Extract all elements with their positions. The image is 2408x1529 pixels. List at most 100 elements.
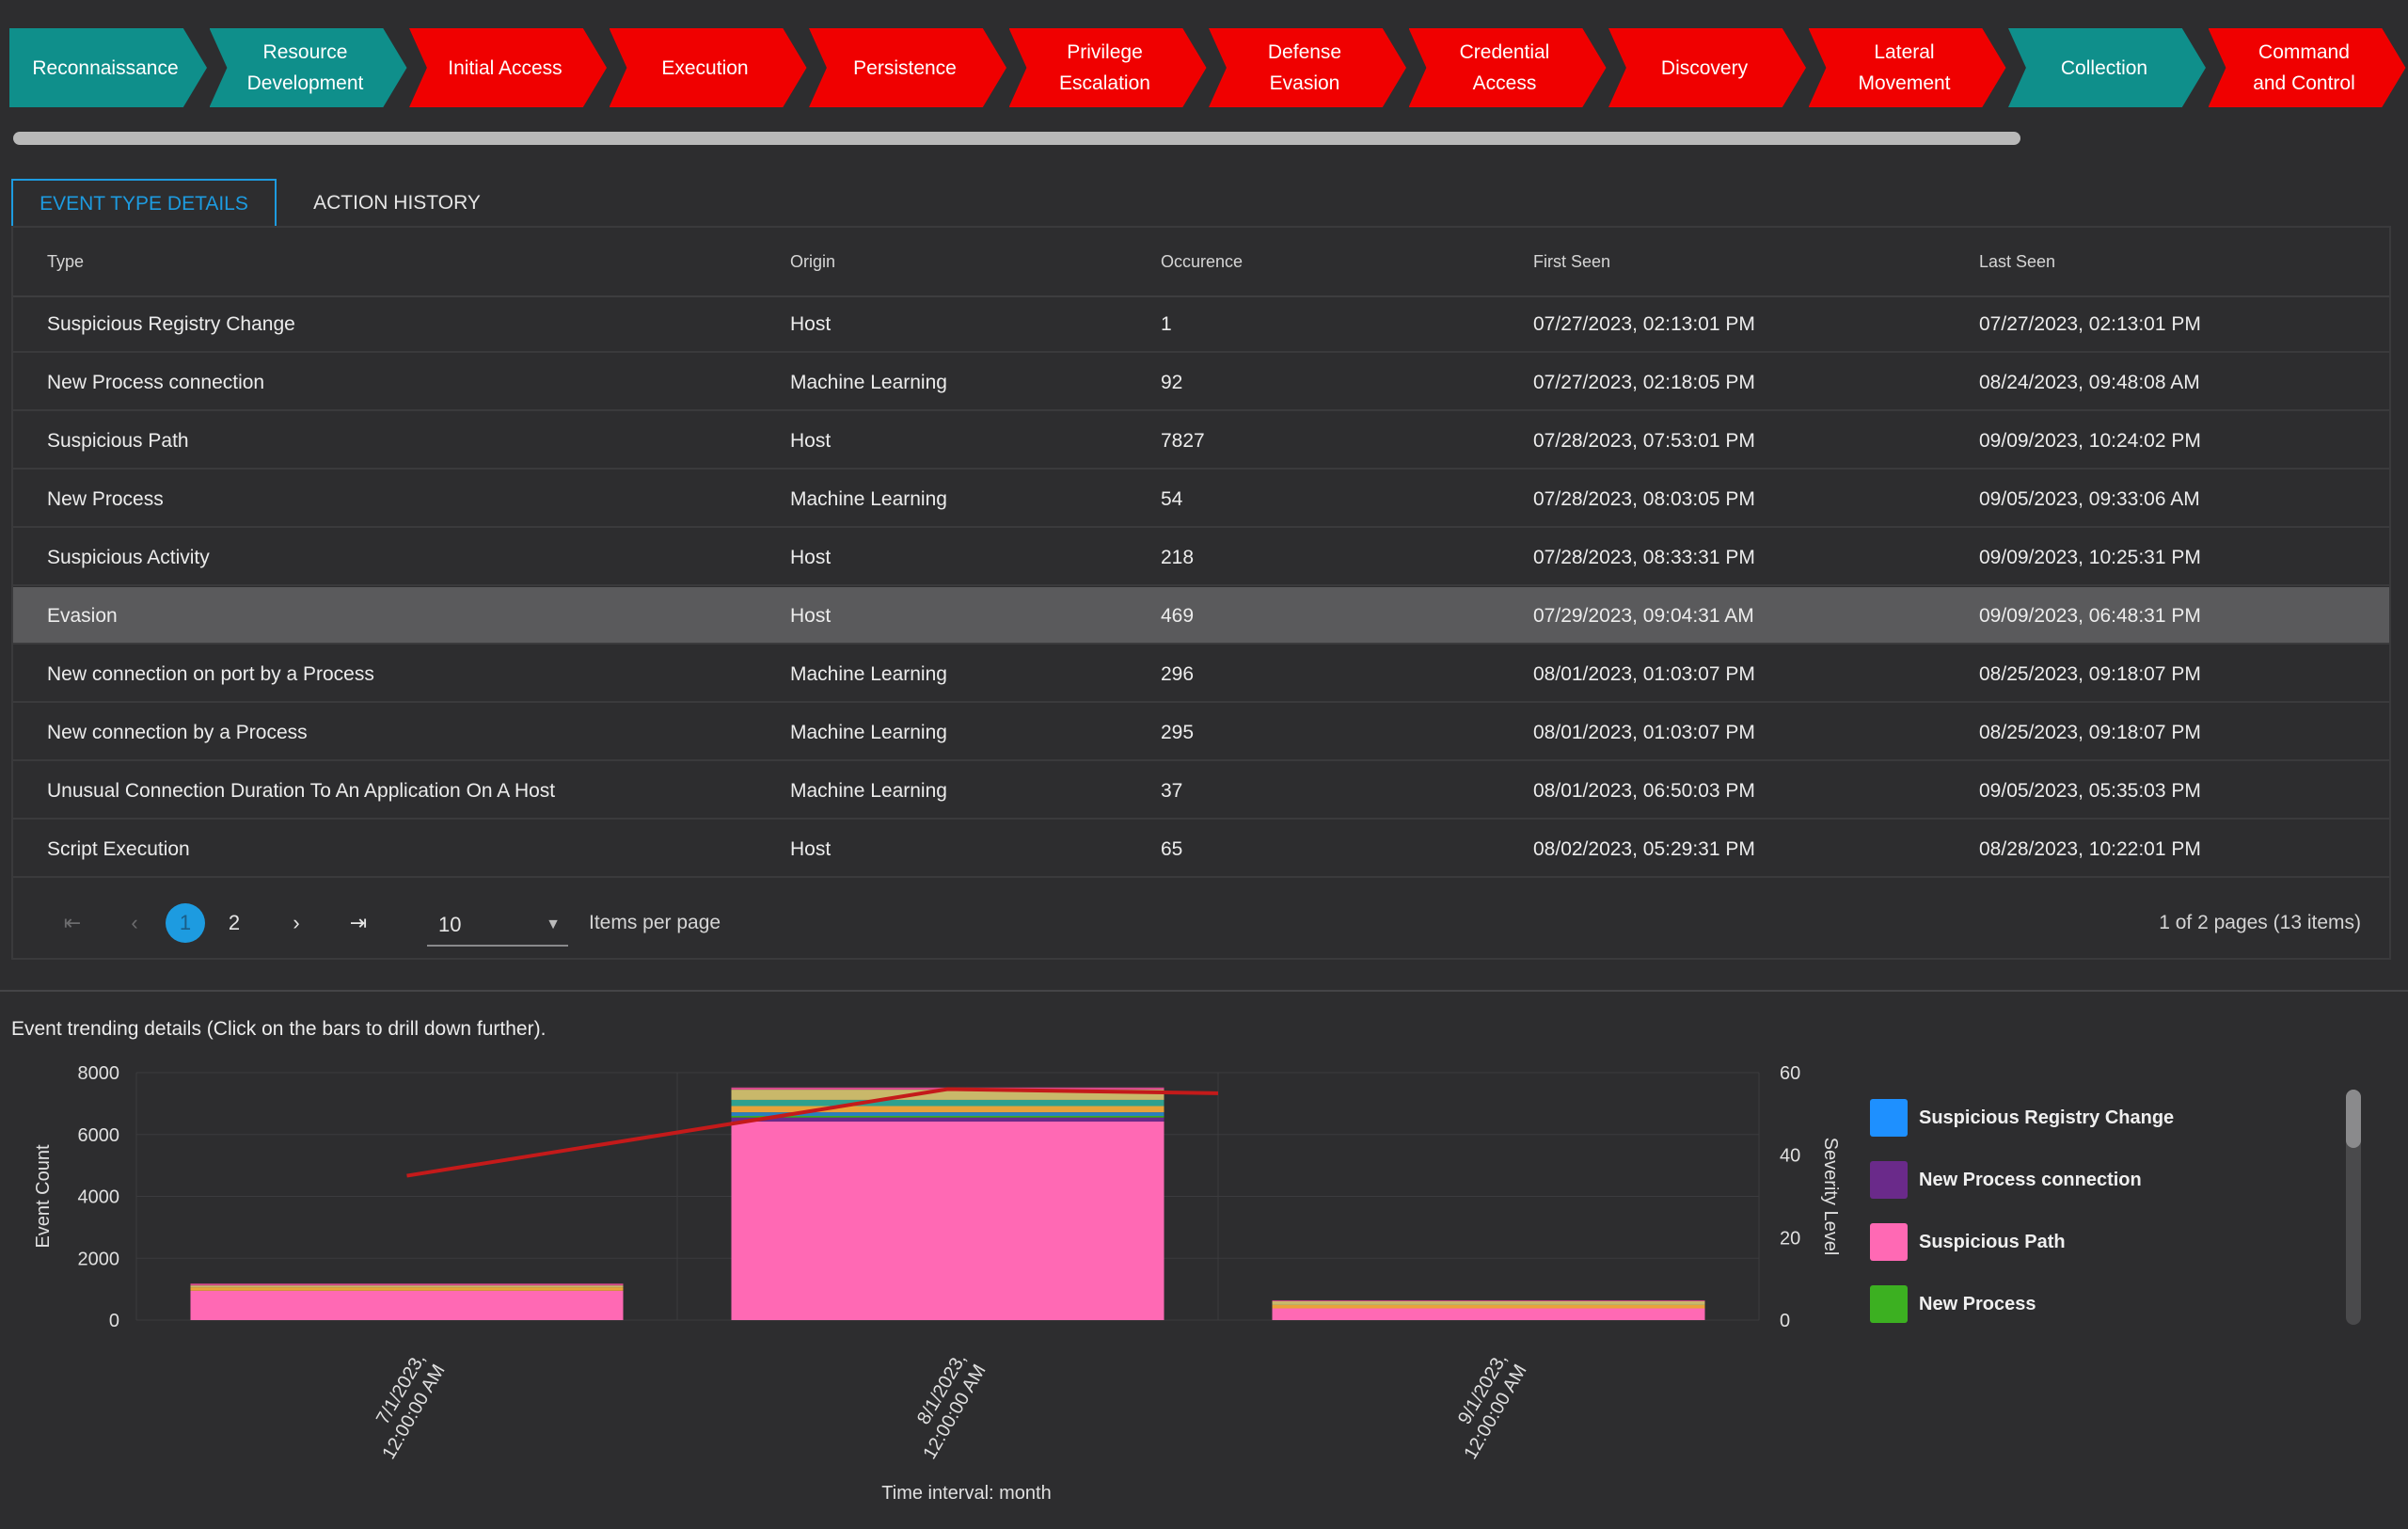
page-1-button[interactable]: 1 [166,903,205,943]
table-row[interactable]: New Process connection Machine Learning 92… [13,354,2389,411]
bar-segment[interactable] [1272,1299,1705,1301]
pagination: ⇤ ‹ 1 2 › ⇥ 10 ▼ Items per page 1 of 2 p… [13,883,2389,960]
header-last-seen[interactable]: Last Seen [1979,252,2056,271]
table-row[interactable]: Unusual Connection Duration To An Applic… [13,762,2389,820]
bar-segment[interactable] [731,1090,1164,1100]
y-tick-label: 8000 [78,1063,120,1084]
bar-segment[interactable] [190,1285,624,1288]
cell-last-seen: 09/05/2023, 09:33:06 AM [1979,488,2200,510]
cell-occurrence: 54 [1161,488,1183,510]
bar-segment[interactable] [190,1283,624,1286]
cell-type: New Process [47,488,164,510]
items-per-page-value: 10 [438,913,462,936]
table-row[interactable]: Suspicious Path Host 7827 07/28/2023, 07:53… [13,412,2389,470]
first-page-icon[interactable]: ⇤ [63,911,82,934]
x-tick-label: 8/1/2023,12:00:00 AM [900,1350,990,1463]
tactic-discovery[interactable]: Discovery [1608,28,1806,107]
severity-line [406,1087,1219,1178]
bar-segment[interactable] [731,1106,1164,1113]
legend-label: Suspicious Path [1919,1232,2066,1252]
table-row[interactable]: New connection by a Process Machine Learn… [13,704,2389,761]
cell-occurrence: 218 [1161,547,1195,568]
tactic-resource-development[interactable]: Resource Development [209,28,407,107]
cell-first-seen: 07/27/2023, 02:18:05 PM [1533,372,1755,393]
tactic-privilege-escalation[interactable]: Privilege Escalation [1008,28,1207,107]
tab-event-type-details[interactable]: EVENT TYPE DETAILS [11,179,277,228]
bar-segment[interactable] [190,1287,624,1291]
tactic-initial-access[interactable]: Initial Access [409,28,607,107]
cell-occurrence: 92 [1161,372,1183,393]
bar-segment[interactable] [731,1099,1164,1107]
cell-type: New connection by a Process [47,722,308,743]
cell-origin: Host [790,313,832,335]
cell-last-seen: 09/09/2023, 06:48:31 PM [1979,605,2201,627]
tactic-persistence[interactable]: Persistence [809,28,1006,107]
y-tick-label: 4000 [78,1187,120,1208]
page-info: 1 of 2 pages (13 items) [2159,912,2361,933]
tactic-lateral-movement[interactable]: Lateral Movement [1808,28,2006,107]
table-row[interactable]: Script Execution Host 65 08/02/2023, 05:29:… [13,820,2389,878]
y2-tick-label: 40 [1780,1146,1800,1167]
y-tick-label: 0 [109,1311,119,1331]
cell-type: Unusual Connection Duration To An Applic… [47,780,556,802]
bar-segment[interactable] [190,1290,624,1320]
bar-segment[interactable] [731,1112,1164,1117]
table-row[interactable]: New Process Machine Learning 54 07/28/2023,… [13,470,2389,528]
table-row[interactable]: Evasion Host 469 07/29/2023, 09:04:31 AM 09/… [13,587,2389,645]
y-tick-label: 2000 [78,1249,120,1269]
cell-first-seen: 08/01/2023, 01:03:07 PM [1533,722,1755,743]
legend-swatch [1870,1099,1908,1137]
cell-origin: Host [790,838,832,860]
cell-origin: Host [790,547,832,568]
x-axis-label: Time interval: month [881,1483,1051,1504]
table-row[interactable]: Suspicious Registry Change Host 1 07/27/202… [13,295,2389,353]
page-2-button[interactable]: 2 [228,911,241,934]
table-row[interactable]: New connection on port by a Process Machi… [13,645,2389,703]
bar-segment[interactable] [731,1117,1164,1122]
table-row[interactable]: Suspicious Activity Host 218 07/28/2023, 08… [13,529,2389,586]
last-page-icon[interactable]: ⇥ [349,911,368,934]
header-origin[interactable]: Origin [790,252,836,271]
x-tick-label: 9/1/2023,12:00:00 AM [1441,1350,1531,1463]
tab-action-history[interactable]: ACTION HISTORY [313,192,481,214]
cell-last-seen: 09/09/2023, 10:24:02 PM [1979,430,2201,452]
legend-swatch [1870,1285,1908,1323]
cell-first-seen: 08/01/2023, 01:03:07 PM [1533,663,1755,685]
legend-label: Suspicious Registry Change [1919,1107,2175,1128]
y2-axis-label: Severity Level [1820,1138,1841,1256]
bar-segment[interactable] [1272,1300,1705,1305]
legend-label: New Process [1919,1294,2036,1314]
header-type[interactable]: Type [47,252,85,271]
cell-type: Evasion [47,605,118,627]
legend-item[interactable]: Suspicious Path [1870,1216,2340,1278]
tactic-credential-access[interactable]: Credential Access [1408,28,1607,107]
cell-first-seen: 08/02/2023, 05:29:31 PM [1533,838,1755,860]
tactic-execution[interactable]: Execution [609,28,807,107]
bar-segment[interactable] [1272,1304,1705,1309]
cell-first-seen: 07/28/2023, 08:03:05 PM [1533,488,1755,510]
legend-item[interactable]: New Process [1870,1278,2340,1340]
legend-swatch [1870,1223,1908,1261]
cell-last-seen: 09/09/2023, 10:25:31 PM [1979,547,2201,568]
legend-item[interactable]: Suspicious Registry Change [1870,1091,2340,1154]
legend-label: New Process connection [1919,1170,2142,1190]
header-occurrence[interactable]: Occurence [1161,252,1244,271]
cell-first-seen: 07/28/2023, 07:53:01 PM [1533,430,1755,452]
bar-segment[interactable] [1272,1308,1705,1320]
legend-item[interactable]: New Process connection [1870,1154,2340,1216]
legend-scrollbar[interactable] [2346,1090,2361,1325]
next-page-icon[interactable]: › [293,911,300,934]
tactic-collection[interactable]: Collection [2008,28,2206,107]
legend-scroll-thumb[interactable] [2346,1090,2361,1148]
tactic-reconnaissance[interactable]: Reconnaissance [9,28,207,107]
y-axis-label: Event Count [33,1144,54,1249]
bar-segment[interactable] [731,1121,1164,1320]
bar-segment[interactable] [731,1116,1164,1118]
legend-swatch [1870,1161,1908,1199]
items-per-page-select[interactable]: 10 ▼ [427,903,568,947]
header-first-seen[interactable]: First Seen [1533,252,1611,271]
tactic-defense-evasion[interactable]: Defense Evasion [1209,28,1406,107]
tactic-command-and-control[interactable]: Command and Control [2208,28,2406,107]
prev-page-icon[interactable]: ‹ [131,911,138,934]
kill-chain-scrollbar[interactable] [13,132,2020,145]
